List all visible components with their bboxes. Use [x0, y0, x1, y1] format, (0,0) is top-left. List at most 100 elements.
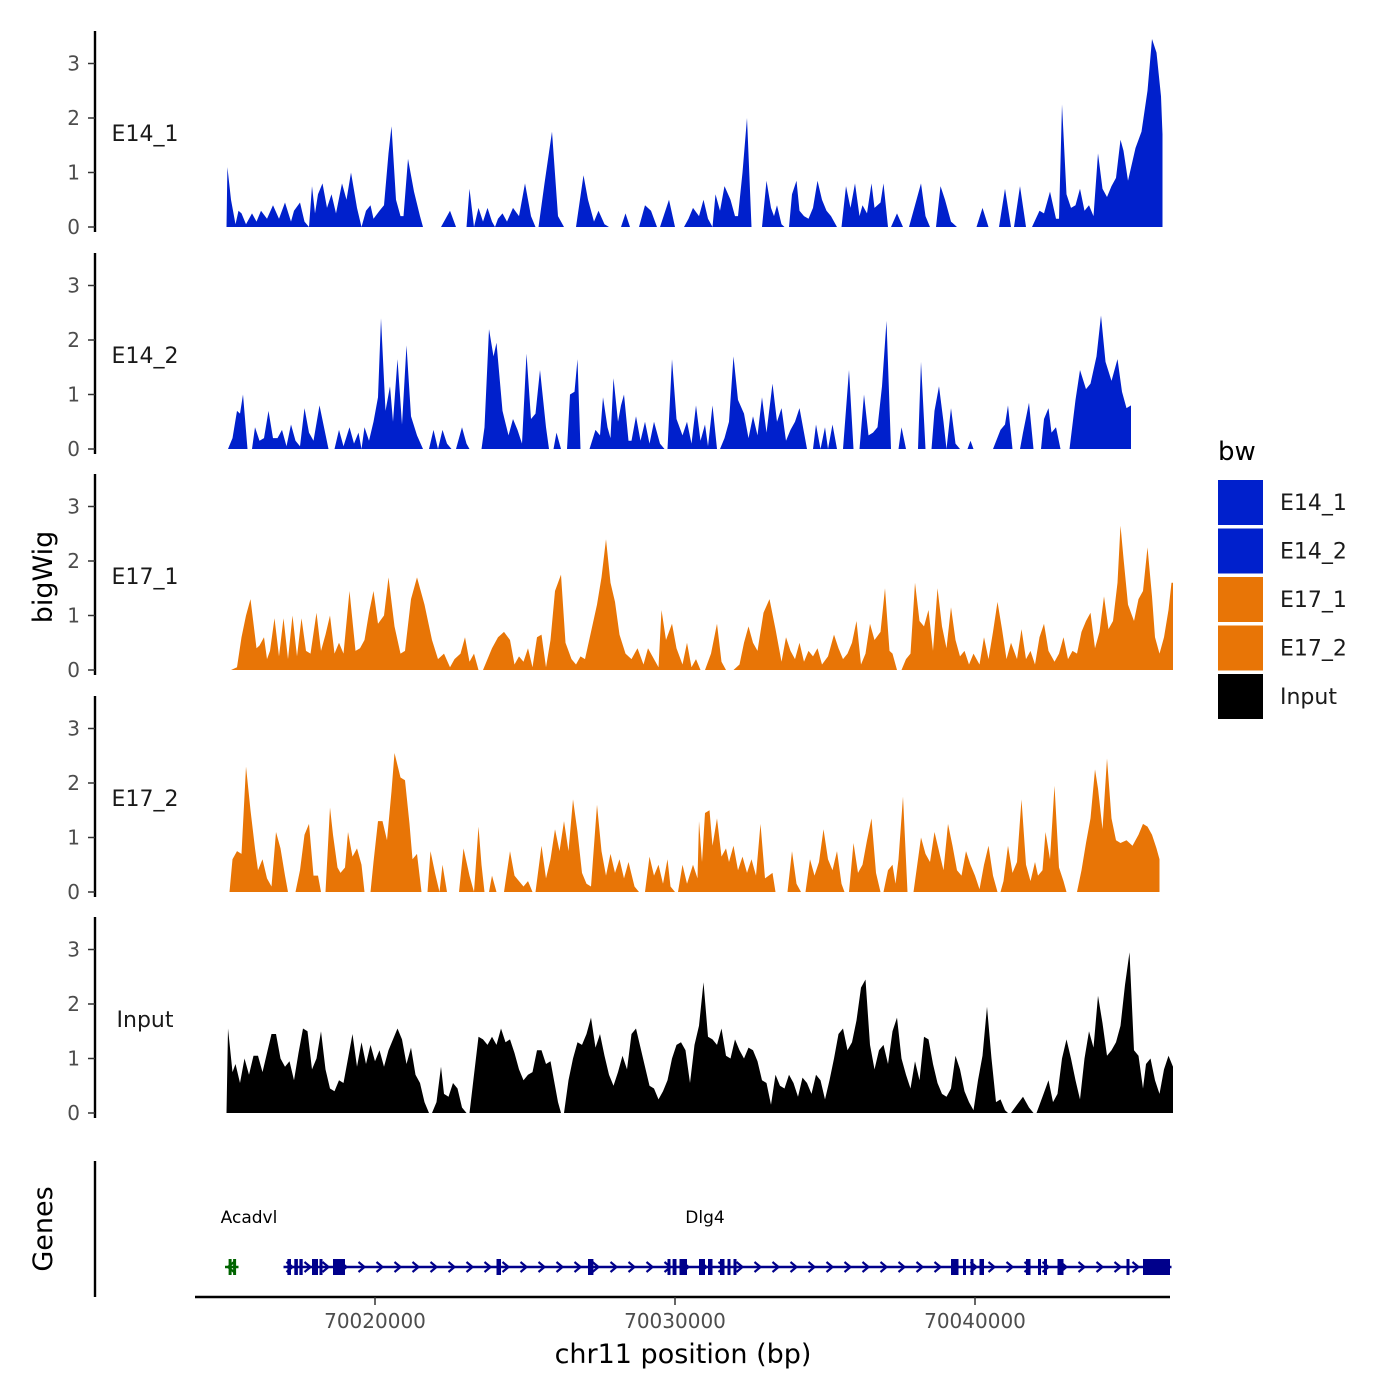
strand-arrow	[1131, 1261, 1141, 1273]
strand-arrow	[933, 1261, 943, 1273]
y-tick-label: 0	[67, 437, 80, 461]
gene-exon	[679, 1259, 687, 1275]
strand-arrow	[465, 1261, 475, 1273]
legend-swatch-e14_1	[1218, 480, 1263, 525]
y-tick-label: 2	[67, 549, 80, 573]
y-tick-label: 3	[67, 495, 80, 519]
gene-exon	[299, 1259, 303, 1275]
strand-arrow	[447, 1261, 457, 1273]
y-tick-label: 1	[67, 826, 80, 850]
track-label: Input	[117, 1008, 174, 1033]
strand-arrow	[1005, 1261, 1015, 1273]
gene-dlg4: Dlg4	[283, 1208, 1172, 1275]
gene-exon	[979, 1259, 984, 1275]
y-tick-label: 0	[67, 1101, 80, 1125]
strand-arrow	[879, 1261, 889, 1273]
gene-exon	[588, 1259, 594, 1275]
strand-arrow	[393, 1261, 403, 1273]
gene-exon	[733, 1259, 737, 1275]
gene-label: Dlg4	[685, 1208, 724, 1228]
strand-arrow	[537, 1261, 547, 1273]
strand-arrow	[789, 1261, 799, 1273]
track-label: E17_1	[112, 565, 179, 590]
y-tick-label: 3	[67, 717, 80, 741]
strand-arrow	[573, 1261, 583, 1273]
x-tick-label: 70020000	[324, 1309, 426, 1333]
track-label: E14_2	[112, 344, 179, 369]
gene-exon	[727, 1259, 731, 1275]
legend-swatch-input	[1218, 674, 1263, 719]
gene-exon	[667, 1259, 671, 1275]
gene-exon	[951, 1259, 959, 1275]
signal-area-input	[226, 952, 1173, 1113]
track-panel-input: 0 1 2 3 Input	[67, 917, 1173, 1125]
y-tick-label: 3	[67, 274, 80, 298]
strand-arrow	[753, 1261, 763, 1273]
strand-arrow	[357, 1261, 367, 1273]
y-tick-label: 2	[67, 992, 80, 1016]
x-axis: 70020000 70030000 70040000	[195, 1295, 1170, 1333]
legend: bw E14_1 E14_2 E17_1 E17_2 Input	[1218, 437, 1347, 719]
track-label: E14_1	[112, 122, 179, 147]
strand-arrow	[645, 1261, 655, 1273]
legend-label: E17_2	[1280, 637, 1347, 662]
gene-exon	[1143, 1259, 1170, 1275]
signal-area-e14_1	[226, 39, 1163, 227]
track-label: E17_2	[112, 787, 179, 812]
strand-arrow	[429, 1261, 439, 1273]
legend-swatch-e17_1	[1218, 577, 1263, 622]
gene-exon	[963, 1259, 966, 1275]
strand-arrow	[843, 1261, 853, 1273]
gene-exon	[1026, 1259, 1031, 1275]
legend-swatch-e17_2	[1218, 625, 1263, 671]
y-tick-label: 2	[67, 328, 80, 352]
strand-arrow	[483, 1261, 493, 1273]
bigwig-tracks: 0 1 2 3 E14_1 0 1 2 3 E14_2 0 1 2 3 E17_1 0 1 2 3 E17_2 0 1 2 3…	[67, 31, 1173, 1125]
strand-arrow	[1113, 1261, 1123, 1273]
signal-area-e17_1	[231, 525, 1173, 670]
strand-arrow	[609, 1261, 619, 1273]
strand-arrow	[303, 1261, 313, 1273]
strand-arrow	[897, 1261, 907, 1273]
strand-arrow	[321, 1261, 331, 1273]
gene-exon	[294, 1259, 298, 1275]
legend-swatch-e14_2	[1218, 528, 1263, 574]
gene-exon	[1044, 1259, 1047, 1275]
strand-arrow	[501, 1261, 511, 1273]
strand-arrow	[1095, 1261, 1105, 1273]
y-tick-label: 3	[67, 52, 80, 76]
gene-exon	[228, 1259, 232, 1275]
strand-arrow	[735, 1261, 745, 1273]
track-panel-e14_2: 0 1 2 3 E14_2	[67, 253, 1131, 461]
y-tick-label: 3	[67, 938, 80, 962]
strand-arrow	[987, 1261, 997, 1273]
strand-arrow	[411, 1261, 421, 1273]
legend-label: Input	[1280, 685, 1337, 710]
legend-title: bw	[1218, 437, 1256, 467]
strand-arrow	[771, 1261, 781, 1273]
x-tick-label: 70040000	[924, 1309, 1026, 1333]
strand-arrow	[627, 1261, 637, 1273]
strand-arrow	[375, 1261, 385, 1273]
strand-arrow	[807, 1261, 817, 1273]
strand-arrow	[915, 1261, 925, 1273]
gene-acadvl: Acadvl	[221, 1208, 277, 1275]
strand-arrow	[825, 1261, 835, 1273]
legend-label: E14_1	[1280, 491, 1347, 516]
gene-exon	[333, 1259, 345, 1275]
gene-exon	[1038, 1259, 1041, 1275]
y-tick-label: 0	[67, 880, 80, 904]
track-panel-e17_1: 0 1 2 3 E17_1	[67, 474, 1173, 682]
gene-exon	[720, 1259, 725, 1275]
gene-exon	[312, 1259, 318, 1275]
gene-exon	[970, 1259, 974, 1275]
genes-track: Acadvl Dlg4	[93, 1161, 1172, 1297]
gene-exon	[287, 1259, 291, 1275]
strand-arrow	[226, 1261, 235, 1273]
y-tick-label: 1	[67, 383, 80, 407]
x-tick-label: 70030000	[624, 1309, 726, 1333]
signal-area-e17_2	[229, 753, 1160, 892]
strand-arrow	[861, 1261, 871, 1273]
x-axis-title: chr11 position (bp)	[555, 1339, 812, 1370]
y-tick-label: 1	[67, 1047, 80, 1071]
